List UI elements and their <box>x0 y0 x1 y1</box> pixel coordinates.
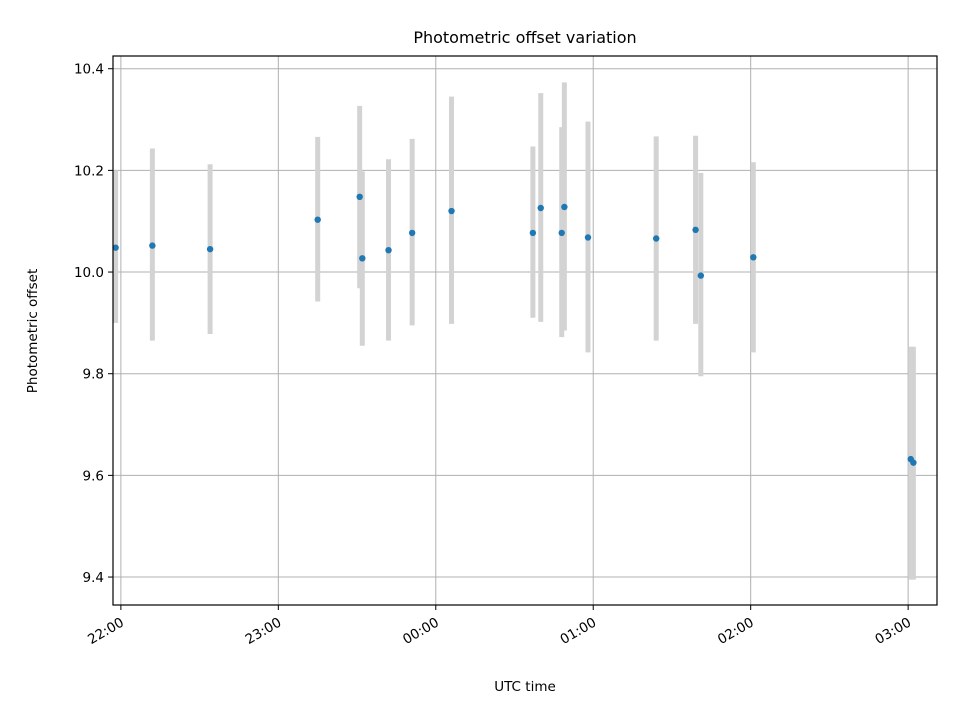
y-tick-label: 9.6 <box>83 468 104 484</box>
data-point <box>653 235 660 242</box>
y-tick-label: 9.8 <box>83 367 104 383</box>
y-tick-label: 10.2 <box>74 163 104 179</box>
data-point <box>359 255 366 262</box>
x-axis-label: UTC time <box>494 679 556 695</box>
data-point <box>356 193 363 201</box>
data-point <box>584 234 592 241</box>
y-axis-ticks: 9.4 9.6 9.8 10.0 10.2 10.4 <box>74 62 113 586</box>
data-points <box>112 193 917 466</box>
data-point <box>910 459 917 466</box>
data-point <box>537 204 544 212</box>
y-tick-label: 9.4 <box>83 570 104 586</box>
data-point <box>529 229 537 237</box>
y-tick-label: 10.0 <box>74 265 104 281</box>
data-point <box>692 226 699 234</box>
data-point <box>408 229 416 237</box>
chart-title: Photometric offset variation <box>413 28 636 47</box>
y-axis-label: Photometric offset <box>25 269 41 393</box>
data-point <box>750 254 757 261</box>
plot-area-frame <box>112 55 938 606</box>
data-point <box>206 245 214 253</box>
data-point <box>149 242 156 249</box>
data-point <box>448 207 455 215</box>
data-point <box>385 246 392 254</box>
data-point <box>112 244 119 251</box>
data-point <box>697 272 705 279</box>
grid <box>113 56 937 605</box>
data-point <box>314 216 321 223</box>
data-point <box>558 229 565 237</box>
data-point <box>561 203 568 211</box>
y-tick-label: 10.4 <box>74 62 104 78</box>
